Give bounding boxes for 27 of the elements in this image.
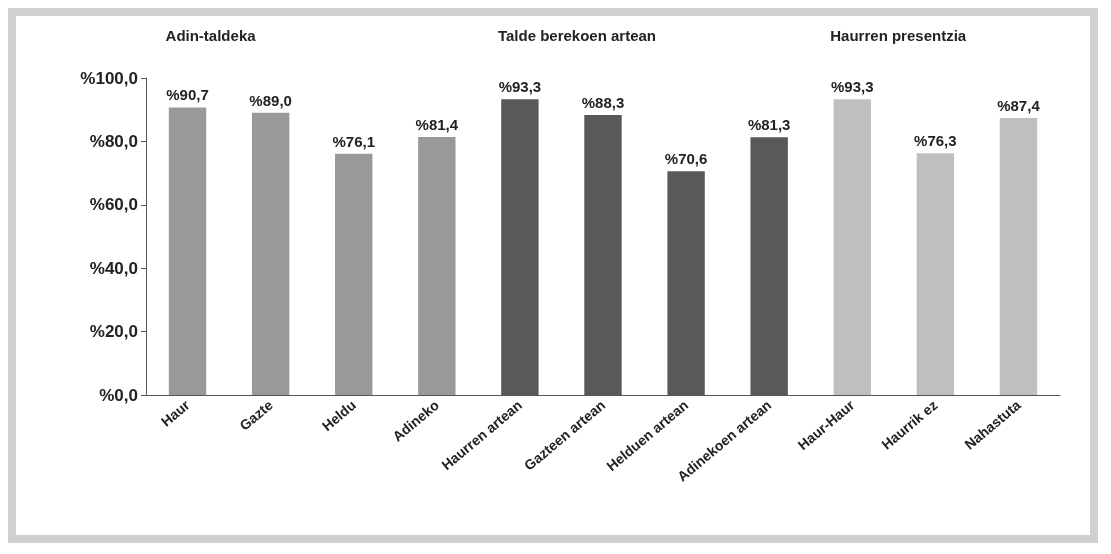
y-tick-label: %100,0	[80, 68, 138, 88]
y-tick-label: %0,0	[99, 385, 138, 405]
data-label: %76,3	[914, 132, 957, 150]
data-label: %89,0	[249, 91, 292, 109]
data-label: %93,3	[498, 78, 542, 96]
bar	[251, 112, 290, 395]
bar	[418, 136, 456, 395]
bar	[168, 107, 207, 395]
bar	[999, 117, 1038, 395]
data-label: %70,6	[664, 150, 708, 168]
data-label: %87,4	[997, 96, 1041, 114]
text: Haurren presentzia	[830, 27, 967, 44]
data-label: %88,3	[581, 94, 625, 112]
data-label: %81,4	[415, 115, 459, 133]
data-label: %93,3	[831, 78, 874, 96]
y-tick-label: %80,0	[89, 131, 138, 151]
bar	[833, 99, 871, 395]
bar	[335, 153, 373, 395]
y-tick-label: %40,0	[89, 258, 138, 278]
bar	[916, 153, 955, 395]
data-label: %81,3	[747, 116, 791, 134]
data-label: %76,1	[332, 132, 375, 150]
text: Talde berekoen artean	[497, 27, 657, 44]
text: Adin-taldeka	[165, 27, 257, 44]
data-label: %90,7	[166, 86, 209, 104]
y-tick-label: %60,0	[89, 195, 138, 215]
y-tick-label: %20,0	[89, 322, 138, 342]
